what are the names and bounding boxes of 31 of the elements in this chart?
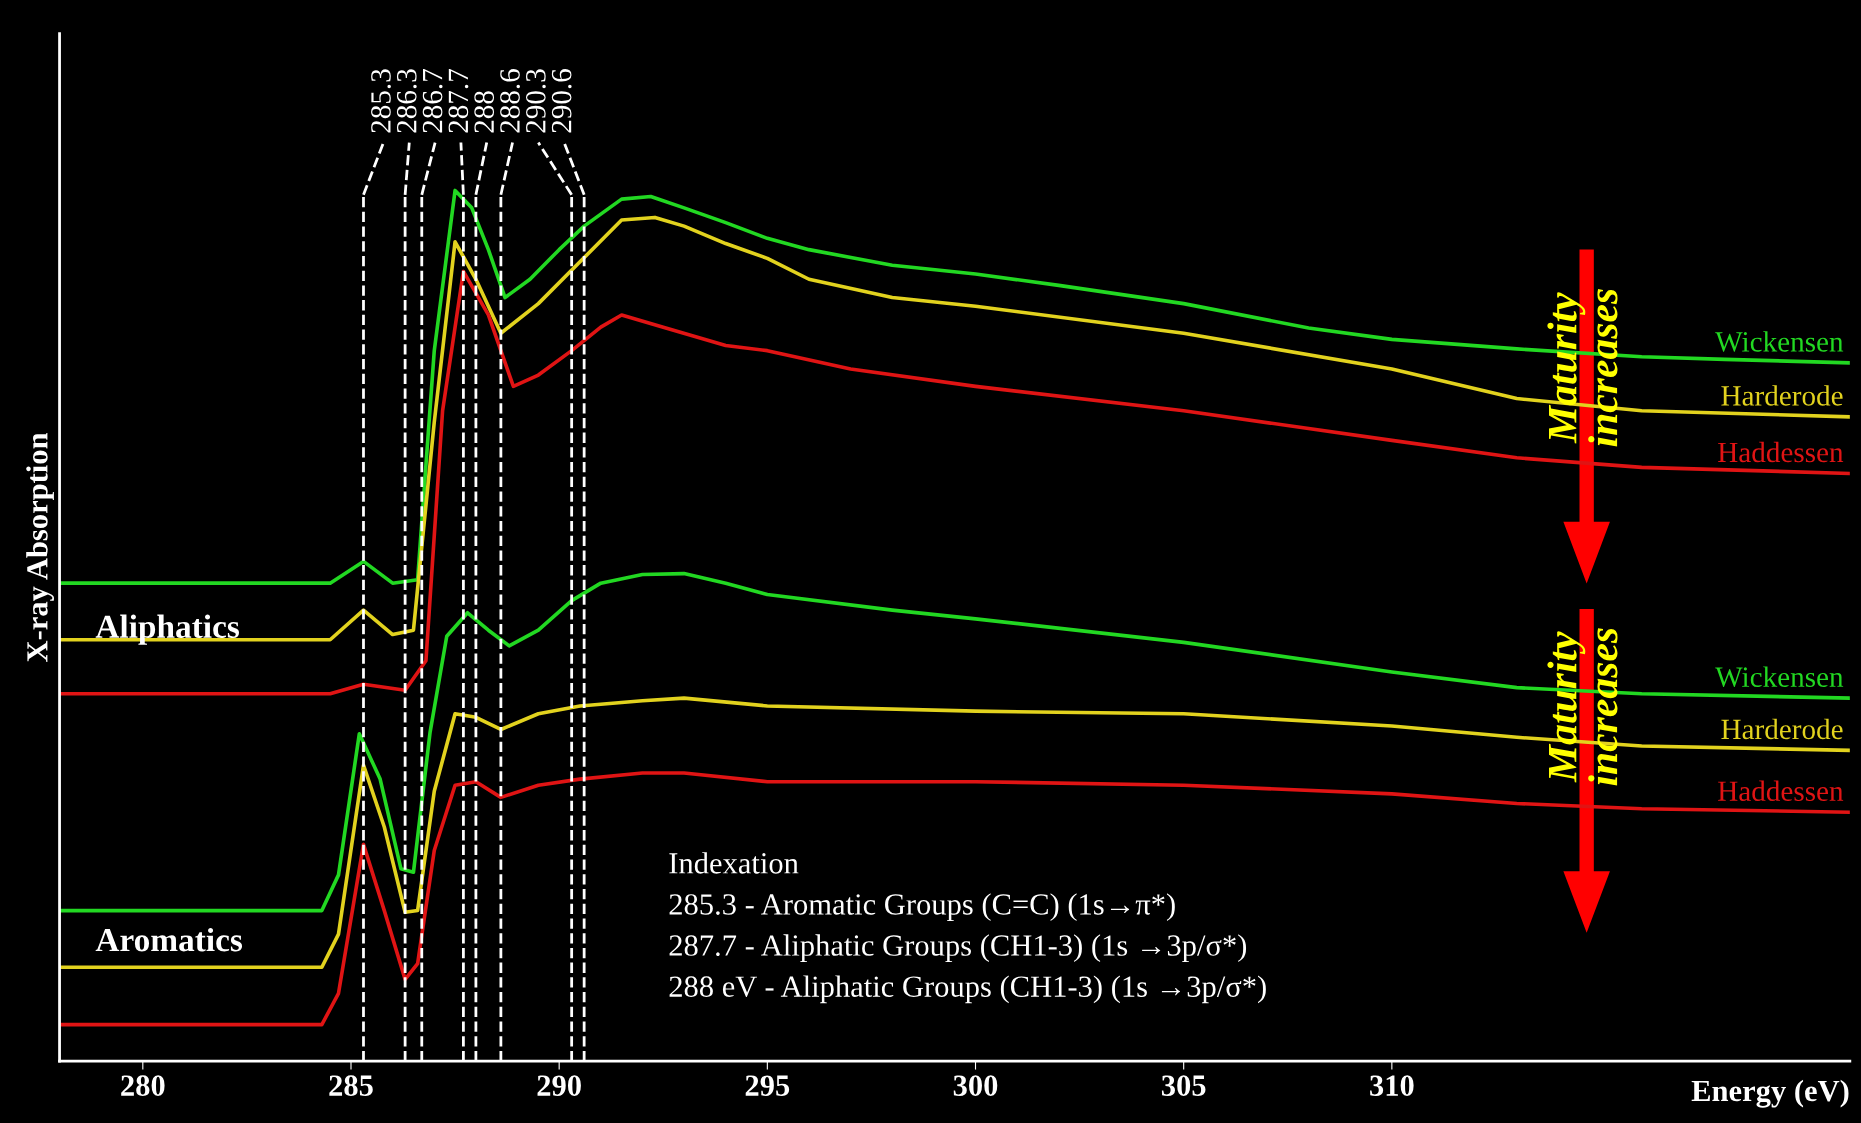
annotation: 287.7 - Aliphatic Groups (CH1-3) (1s →3p/σ*) bbox=[669, 934, 1247, 963]
series-label: Wickensen bbox=[1715, 666, 1844, 688]
annotation: 288 eV - Aliphatic Groups (CH1-3) (1s →3p/σ*) bbox=[669, 975, 1266, 1004]
series-label: Wickensen bbox=[1715, 331, 1844, 352]
annotation: Aromatics bbox=[95, 927, 243, 952]
ref-line-label: 290.6 bbox=[551, 69, 572, 133]
annotation: 285.3 - Aromatic Groups (C=C) (1s→π*) bbox=[669, 893, 1175, 921]
annotation: Maturity increases bbox=[1547, 289, 1618, 447]
ref-line-label: 288 bbox=[474, 91, 495, 133]
y-axis-title: X-ray Absorption bbox=[26, 432, 54, 662]
annotation: Indexation bbox=[669, 852, 799, 874]
x-tick-label: 295 bbox=[745, 1075, 790, 1096]
series-label: Haddessen bbox=[1718, 780, 1844, 802]
x-tick-label: 310 bbox=[1370, 1075, 1414, 1096]
series-label: Harderode bbox=[1721, 718, 1843, 740]
x-tick-label: 305 bbox=[1161, 1075, 1206, 1096]
x-tick-label: 285 bbox=[329, 1075, 373, 1096]
x-tick-label: 290 bbox=[537, 1075, 581, 1096]
x-axis-title: Energy (eV) bbox=[1691, 1079, 1849, 1108]
annotation: Aliphatics bbox=[95, 614, 240, 645]
annotation: Maturity increases bbox=[1547, 628, 1618, 786]
x-tick-label: 280 bbox=[121, 1075, 165, 1096]
ref-line-label: 285.3 bbox=[371, 69, 391, 133]
series-label: Harderode bbox=[1721, 385, 1843, 406]
ref-line-label: 286.3 bbox=[396, 69, 417, 133]
ref-line-label: 288.6 bbox=[500, 69, 520, 133]
ref-line-label: 286.7 bbox=[422, 69, 443, 133]
x-tick-label: 300 bbox=[953, 1075, 998, 1096]
ref-line-label: 287.7 bbox=[448, 69, 469, 133]
series-label: Haddessen bbox=[1718, 441, 1844, 463]
ref-line-label: 290.3 bbox=[525, 69, 546, 133]
